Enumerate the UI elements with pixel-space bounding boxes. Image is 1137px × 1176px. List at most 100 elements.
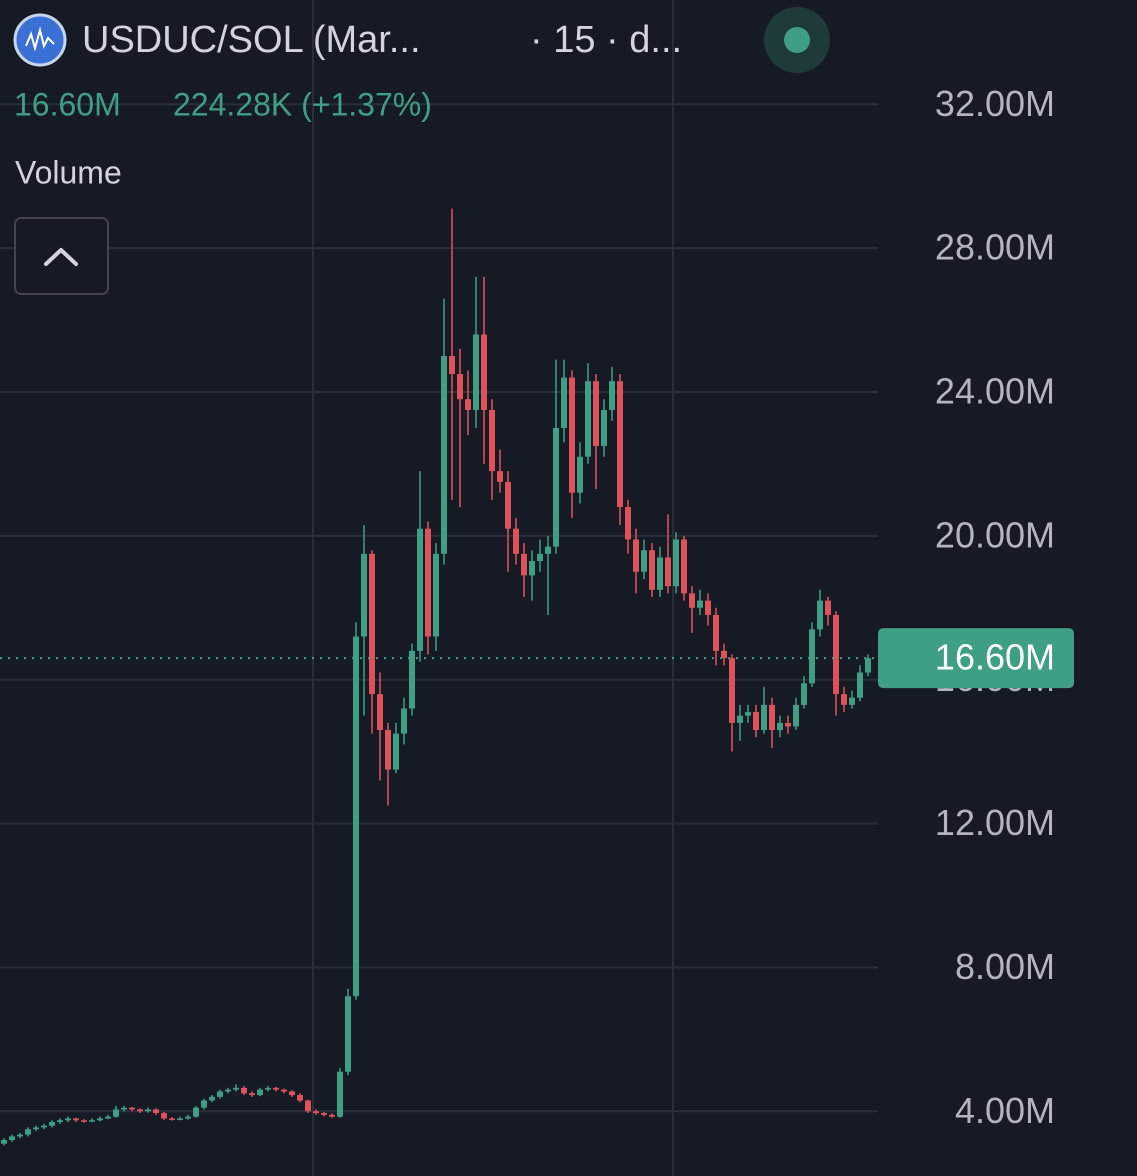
candle-body: [457, 374, 463, 400]
candle-body: [305, 1100, 311, 1112]
candle-body: [257, 1089, 263, 1096]
candle-body: [681, 539, 687, 594]
candle-body: [729, 658, 735, 723]
candle-body: [801, 683, 807, 705]
candle-body: [177, 1118, 183, 1120]
candle-body: [377, 694, 383, 731]
candle-body: [353, 636, 359, 997]
candle-body: [57, 1120, 63, 1123]
y-tick-label: 4.00M: [955, 1090, 1055, 1131]
candle-body: [857, 672, 863, 698]
candle-body: [9, 1136, 15, 1141]
candle-body: [281, 1089, 287, 1092]
candle-body: [385, 730, 391, 770]
candle-body: [441, 356, 447, 554]
candle-body: [753, 712, 759, 731]
candle-body: [689, 593, 695, 608]
collapse-button[interactable]: [14, 217, 109, 295]
candle-body: [777, 722, 783, 731]
candle-body: [489, 409, 495, 472]
candle-body: [505, 481, 511, 529]
collapse-chevron: [44, 248, 78, 266]
candle-body: [361, 553, 367, 637]
candle-body: [481, 334, 487, 410]
interval-text[interactable]: · 15 · d...: [530, 19, 682, 61]
y-tick-label: 32.00M: [935, 83, 1055, 124]
candle-body: [137, 1109, 143, 1112]
candle-body: [161, 1113, 167, 1119]
candle-body: [769, 704, 775, 731]
candle-body: [553, 427, 559, 547]
candle-body: [81, 1120, 87, 1122]
candle-body: [193, 1107, 199, 1117]
indicator-label: Volume: [15, 154, 122, 190]
candle-body: [233, 1087, 239, 1090]
y-tick-label: 12.00M: [935, 802, 1055, 843]
candle-body: [313, 1111, 319, 1114]
candle-body: [113, 1109, 119, 1117]
candle-body: [793, 704, 799, 727]
candle-body: [745, 712, 751, 716]
y-tick-label: 24.00M: [935, 371, 1055, 412]
candle-body: [825, 600, 831, 615]
candle-body: [337, 1071, 343, 1117]
candle-body: [41, 1125, 47, 1128]
candle-body: [369, 553, 375, 695]
candle-body: [697, 600, 703, 608]
candle-body: [89, 1120, 95, 1122]
candle-body: [657, 557, 663, 590]
candle-body: [265, 1087, 271, 1090]
candle-body: [289, 1091, 295, 1096]
candle-body: [585, 381, 591, 457]
candle-body: [817, 600, 823, 630]
candle-body: [545, 546, 551, 554]
candle-body: [833, 614, 839, 695]
candle-body: [561, 377, 567, 428]
candle-body: [849, 697, 855, 705]
header: USDUC/SOL (Mar... · 15 · d... 16.60M 224…: [13, 7, 830, 295]
candle-body: [865, 658, 871, 673]
candle-body: [673, 539, 679, 587]
candle-body: [705, 600, 711, 615]
candle-body: [401, 708, 407, 734]
candle-body: [633, 539, 639, 572]
candle-body: [97, 1118, 103, 1121]
candle-body: [841, 694, 847, 705]
candle-body: [25, 1129, 31, 1135]
candle-body: [129, 1107, 135, 1110]
candle-body: [393, 733, 399, 770]
last-price-tag: [878, 628, 1074, 689]
candle-body: [609, 381, 615, 410]
candle-body: [617, 381, 623, 508]
candle-body: [473, 334, 479, 410]
candle-body: [217, 1091, 223, 1097]
candle-body: [241, 1087, 247, 1094]
candle-body: [513, 528, 519, 554]
candle-body: [713, 614, 719, 651]
candle-body: [225, 1089, 231, 1092]
candle-body: [153, 1109, 159, 1114]
candle-body: [529, 561, 535, 576]
candle-body: [721, 650, 727, 659]
candle-body: [33, 1127, 39, 1130]
candle-body: [465, 399, 471, 410]
candle-body: [449, 356, 455, 375]
symbol-title[interactable]: USDUC/SOL (Mar...: [82, 19, 421, 61]
candle-body: [425, 528, 431, 637]
candle-body: [537, 553, 543, 562]
candle-body: [273, 1087, 279, 1090]
y-tick-label: 28.00M: [935, 227, 1055, 268]
candle-body: [649, 550, 655, 590]
candle-body: [321, 1113, 327, 1115]
symbol-icon: [13, 13, 67, 67]
candle-body: [297, 1095, 303, 1101]
candle-body: [641, 550, 647, 572]
status-dot: [784, 27, 810, 53]
candle-body: [209, 1096, 215, 1101]
last-price-label: 16.60M: [935, 637, 1055, 678]
candle-body: [577, 456, 583, 493]
candle-body: [761, 704, 767, 731]
